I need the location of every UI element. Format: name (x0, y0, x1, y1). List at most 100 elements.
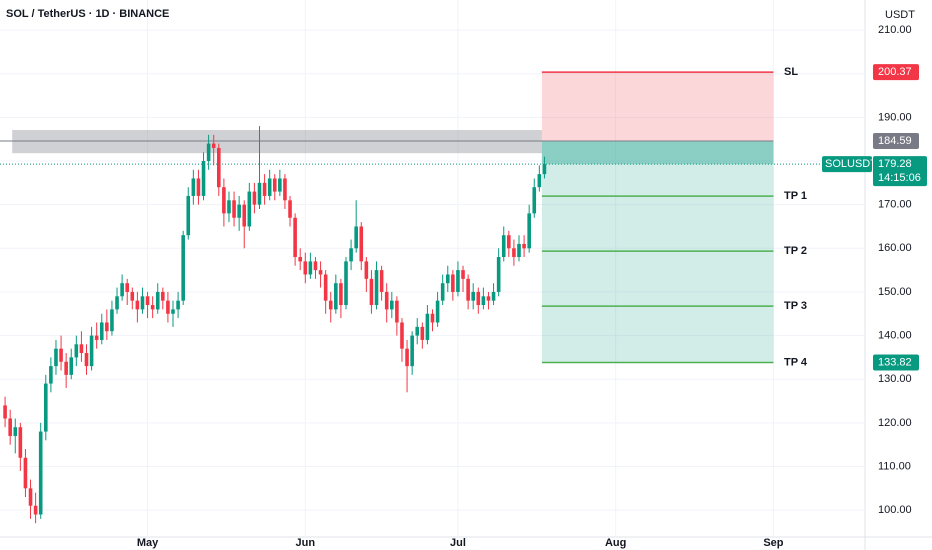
candle-body (359, 226, 364, 262)
last-price-tag-bg (873, 156, 927, 187)
candle-body (84, 353, 89, 367)
y-tick-label: 210.00 (878, 24, 912, 36)
candle-body (491, 291, 496, 301)
candle-body (379, 270, 384, 292)
candle-body (354, 226, 358, 249)
y-tick-label: 160.00 (878, 242, 912, 254)
candle-body (242, 204, 247, 227)
candle-body (216, 147, 221, 188)
candle-body (64, 361, 68, 375)
candle-body (293, 217, 297, 258)
candle-body (384, 291, 389, 310)
candle-body (288, 200, 292, 218)
candle-body (206, 143, 211, 162)
candle-body (262, 182, 267, 196)
candle-body (105, 322, 109, 332)
candle-body (537, 174, 542, 188)
axis-unit: USDT (885, 9, 915, 21)
candle-body (415, 326, 420, 336)
y-tick-label: 190.00 (878, 111, 912, 123)
candle-body (54, 348, 58, 367)
candle-body (59, 348, 63, 362)
candle-body (532, 187, 537, 214)
last-price-tag: 179.28 (878, 158, 912, 170)
candle-body (33, 505, 38, 515)
candle-body (445, 274, 450, 284)
candle-body (303, 261, 308, 275)
y-tick-label: 100.00 (878, 504, 912, 516)
candle-body (405, 348, 409, 367)
candle-body (425, 313, 430, 340)
symbol-tag-bg (822, 156, 872, 173)
candle-body (430, 313, 435, 323)
candle-body (512, 248, 516, 258)
candle-body (339, 283, 343, 306)
candle-body (186, 195, 191, 236)
candle-body (3, 405, 7, 419)
candle-body (115, 296, 119, 310)
candle-body (344, 261, 348, 306)
target-label: TP 4 (784, 356, 808, 368)
target-price-tag: 133.82 (878, 356, 912, 368)
candle-body (542, 164, 547, 175)
candle-body (110, 309, 114, 332)
candle-body (334, 283, 338, 310)
y-tick-label: 110.00 (878, 460, 911, 472)
candle-body (257, 182, 262, 205)
candle-body (13, 427, 18, 436)
candle-body (252, 191, 257, 205)
candle-body (201, 161, 206, 196)
candle-body (318, 270, 323, 275)
candle-body (155, 291, 160, 310)
candle-body (232, 200, 236, 218)
entry-price-tag: 184.59 (878, 135, 912, 147)
candle-body (237, 204, 241, 218)
x-tick-label: Jul (450, 537, 466, 549)
target-label: TP 2 (784, 245, 807, 257)
x-tick-label: May (137, 537, 159, 549)
candle-body (38, 431, 43, 515)
candle-body (435, 300, 440, 323)
candle-body (298, 257, 303, 262)
candle-body (440, 283, 445, 301)
candle-body (166, 300, 170, 314)
candle-body (69, 357, 74, 375)
candle-body (461, 270, 465, 279)
candle-body (369, 278, 374, 306)
candle-body (527, 213, 531, 249)
candle-body (476, 291, 481, 306)
candle-body (456, 270, 460, 292)
candle-body (23, 457, 28, 489)
symbol-tag: SOLUSDT (825, 158, 877, 170)
countdown: 14:15:06 (878, 172, 921, 184)
candle-body (18, 427, 23, 458)
candle-body (89, 335, 94, 367)
candle-body (130, 291, 135, 301)
target-price-tag-bg (873, 354, 919, 371)
candle-body (28, 488, 33, 506)
candle-body (120, 283, 124, 297)
candle-body (191, 178, 196, 196)
candle-body (451, 274, 455, 292)
y-tick-label: 140.00 (878, 329, 912, 341)
candle-body (94, 335, 99, 340)
candle-body (145, 296, 150, 306)
resistance-zone (12, 130, 542, 154)
candle-body (522, 243, 526, 249)
candle-body (176, 300, 180, 310)
candle-body (481, 296, 486, 306)
candle-body (161, 291, 165, 301)
candle-body (364, 261, 369, 279)
candle-body (507, 235, 511, 249)
candle-body (99, 322, 104, 340)
candle-body (283, 178, 287, 201)
candle-body (140, 296, 145, 310)
candle-body (349, 248, 353, 262)
open-pnl-area (541, 140, 774, 165)
candle-body (150, 305, 155, 310)
candle-body (74, 344, 79, 358)
candle-body (400, 322, 404, 349)
candle-body (374, 270, 379, 306)
